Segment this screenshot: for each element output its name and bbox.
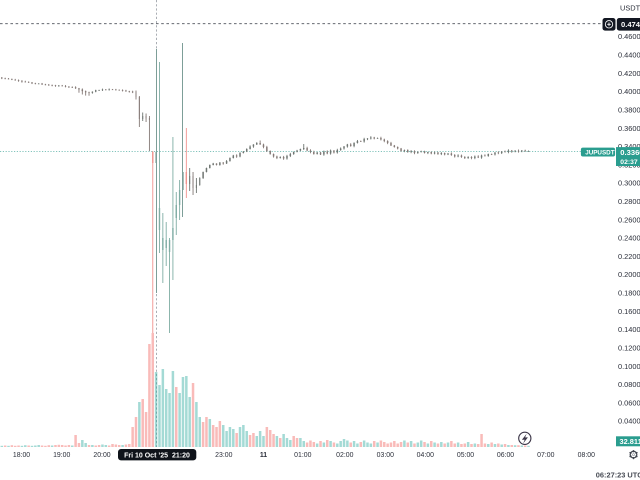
svg-text:02:00: 02:00	[336, 452, 353, 459]
svg-text:07:00: 07:00	[537, 452, 554, 459]
svg-text:0.1000: 0.1000	[618, 362, 640, 371]
svg-text:0.1400: 0.1400	[618, 325, 640, 334]
svg-text:0.0400: 0.0400	[618, 417, 640, 426]
svg-text:0.3400: 0.3400	[618, 142, 640, 151]
svg-text:0.4600: 0.4600	[618, 32, 640, 41]
svg-text:0.2400: 0.2400	[618, 234, 640, 243]
svg-text:USDT: USDT	[620, 3, 640, 12]
svg-text:0.4200: 0.4200	[618, 69, 640, 78]
svg-text:02:37: 02:37	[620, 159, 638, 166]
svg-text:0.1800: 0.1800	[618, 289, 640, 298]
svg-text:08:00: 08:00	[578, 452, 595, 459]
svg-text:0.2600: 0.2600	[618, 215, 640, 224]
svg-text:03:00: 03:00	[377, 452, 394, 459]
svg-text:01:00: 01:00	[294, 452, 311, 459]
svg-text:0.4000: 0.4000	[618, 87, 640, 96]
svg-text:JUPUSDT: JUPUSDT	[585, 149, 615, 156]
svg-text:0.3600: 0.3600	[618, 124, 640, 133]
svg-text:19:00: 19:00	[53, 452, 70, 459]
svg-text:32.811: 32.811	[620, 437, 640, 446]
svg-text:04:00: 04:00	[417, 452, 434, 459]
svg-text:0.2800: 0.2800	[618, 197, 640, 206]
svg-text:0.3800: 0.3800	[618, 105, 640, 114]
svg-text:0.1600: 0.1600	[618, 307, 640, 316]
svg-text:0.0800: 0.0800	[618, 380, 640, 389]
svg-text:0.2200: 0.2200	[618, 252, 640, 261]
svg-text:0.0600: 0.0600	[618, 398, 640, 407]
svg-text:0.2000: 0.2000	[618, 270, 640, 279]
svg-text:0.4745: 0.4745	[621, 20, 640, 29]
svg-text:06:00: 06:00	[497, 452, 514, 459]
svg-text:0.4400: 0.4400	[618, 51, 640, 60]
svg-text:18:00: 18:00	[13, 452, 30, 459]
svg-text:05:00: 05:00	[457, 452, 474, 459]
svg-text:20:00: 20:00	[93, 452, 110, 459]
svg-text:Fri 10 Oct ’25 21:20: Fri 10 Oct ’25 21:20	[124, 452, 190, 459]
svg-text:0.1200: 0.1200	[618, 343, 640, 352]
svg-text:0.3000: 0.3000	[618, 179, 640, 188]
svg-text:23:00: 23:00	[215, 452, 232, 459]
svg-text:11: 11	[260, 452, 267, 459]
svg-text:06:27:23 UTC: 06:27:23 UTC	[596, 470, 640, 479]
